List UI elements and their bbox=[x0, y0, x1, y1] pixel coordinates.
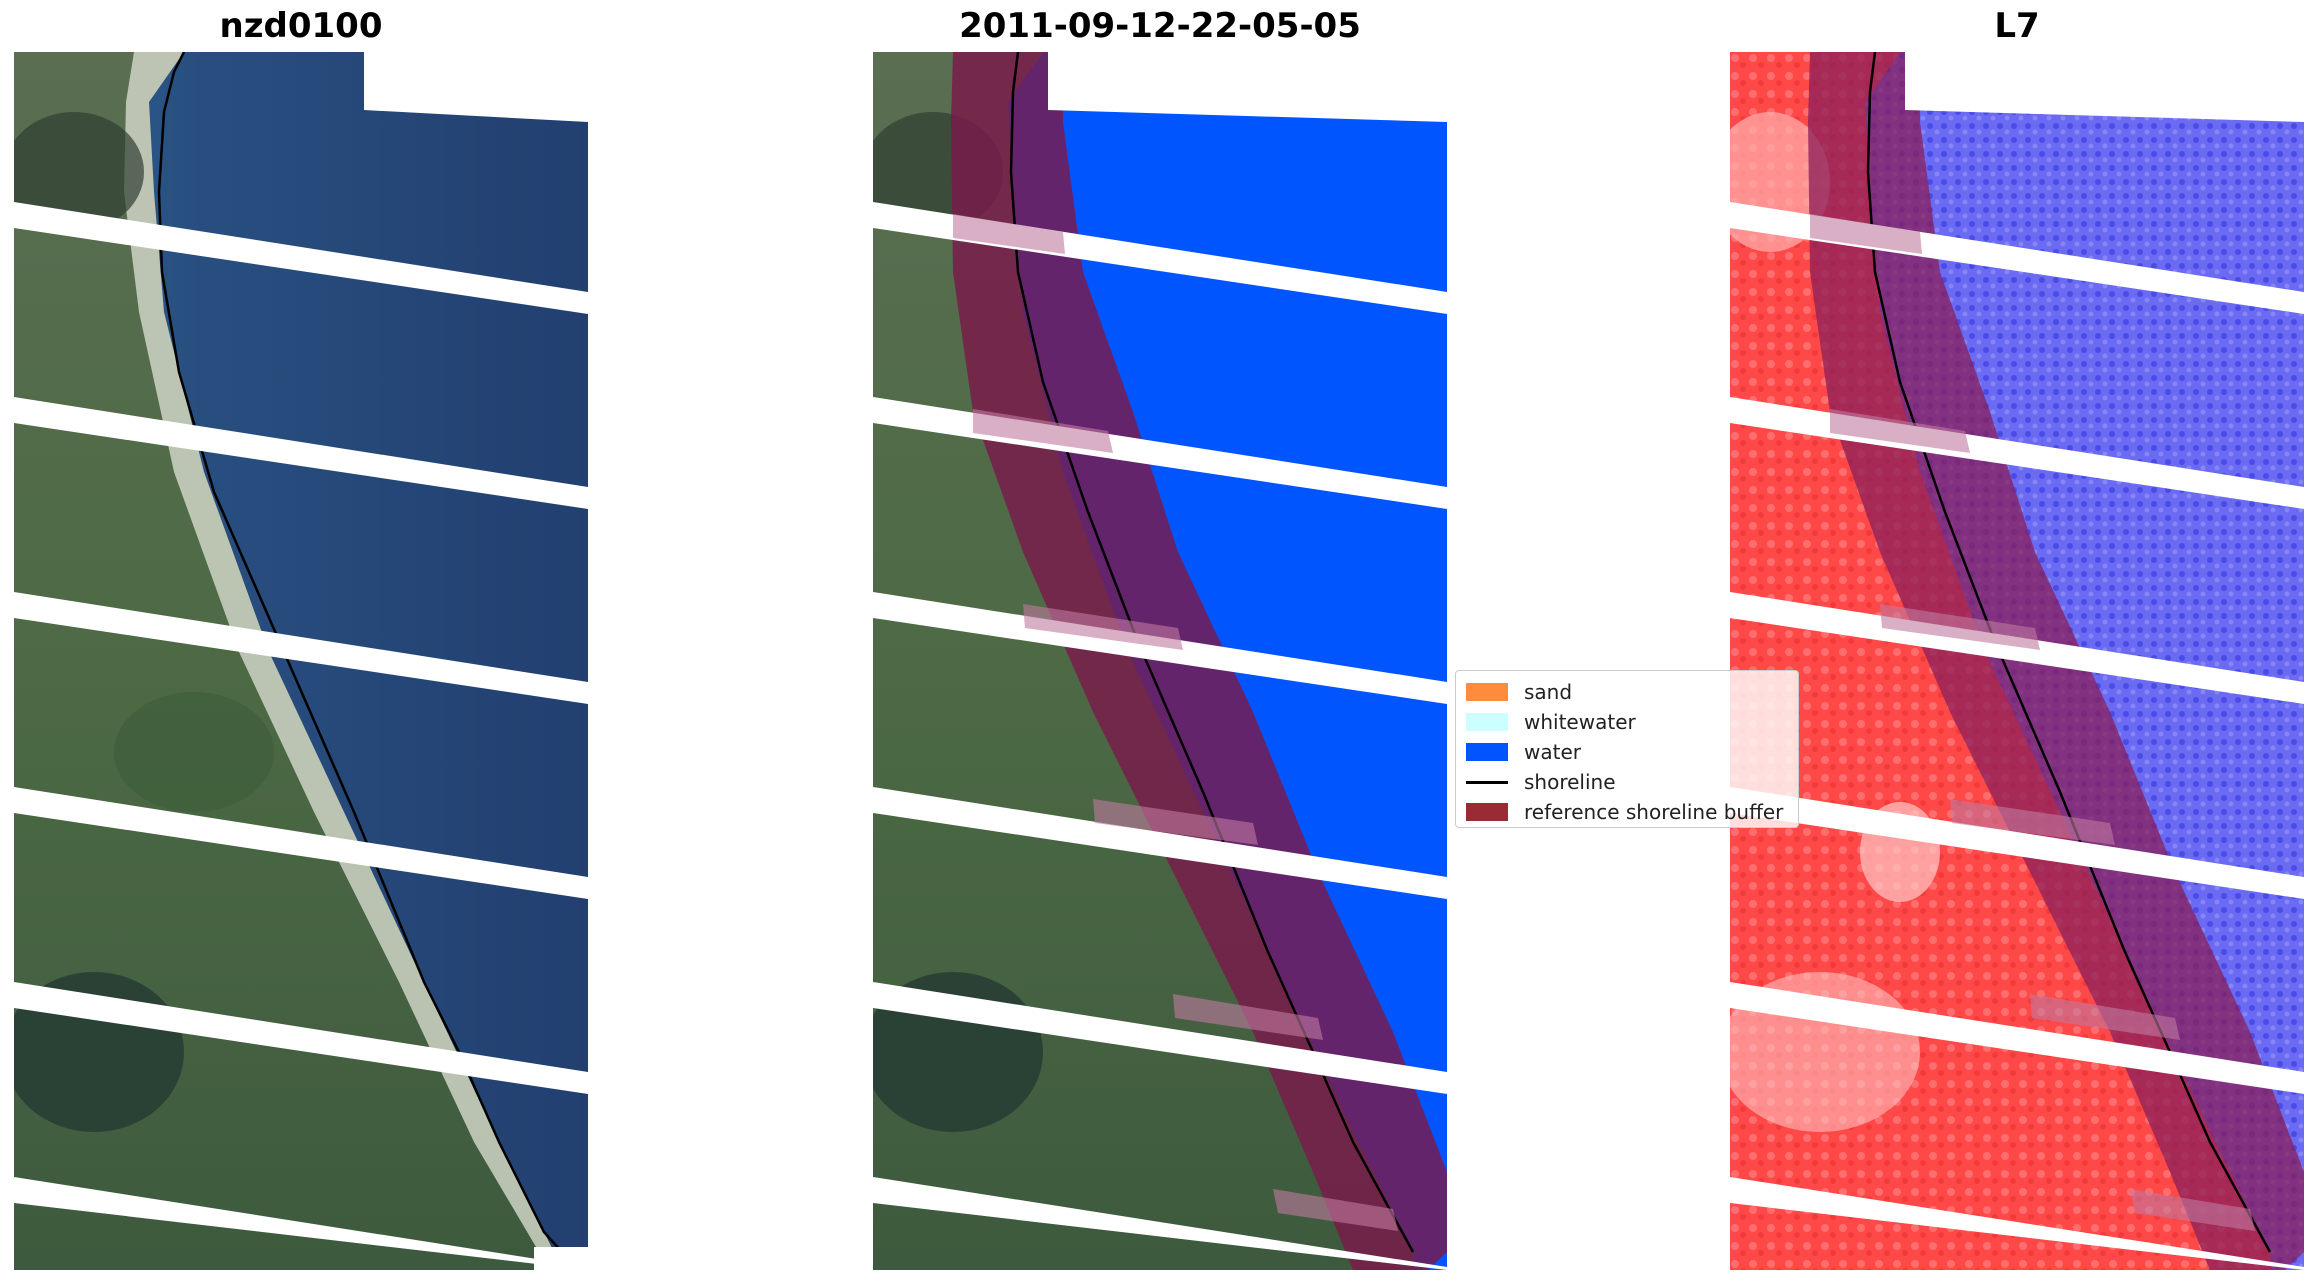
legend: sand whitewater water shoreline referenc… bbox=[1455, 670, 1799, 828]
legend-swatch-buffer bbox=[1466, 803, 1508, 821]
legend-label: reference shoreline buffer bbox=[1524, 800, 1784, 824]
legend-item-whitewater: whitewater bbox=[1466, 707, 1788, 737]
legend-swatch-sand bbox=[1466, 683, 1508, 701]
legend-swatch-water bbox=[1466, 743, 1508, 761]
legend-line-shoreline bbox=[1466, 780, 1508, 784]
classified-image-panel bbox=[873, 52, 1447, 1270]
legend-label: whitewater bbox=[1524, 710, 1636, 734]
legend-item-buffer: reference shoreline buffer bbox=[1466, 797, 1788, 827]
legend-label: sand bbox=[1524, 680, 1573, 704]
legend-label: water bbox=[1524, 740, 1581, 764]
buffer-over-gaps bbox=[953, 214, 1398, 1231]
classified-image bbox=[873, 52, 1447, 1270]
index-image bbox=[1730, 52, 2304, 1270]
shoreline-line bbox=[157, 52, 563, 1253]
legend-swatch-whitewater bbox=[1466, 713, 1508, 731]
scanline-gaps bbox=[14, 52, 588, 1270]
rgb-image-panel bbox=[14, 52, 588, 1270]
title-rgb: nzd0100 bbox=[219, 6, 383, 46]
legend-item-shoreline: shoreline bbox=[1466, 767, 1788, 797]
legend-item-water: water bbox=[1466, 737, 1788, 767]
buffer-over-gaps bbox=[1810, 214, 2255, 1231]
title-classified: 2011-09-12-22-05-05 bbox=[959, 6, 1361, 46]
legend-item-sand: sand bbox=[1466, 677, 1788, 707]
title-index: L7 bbox=[1994, 6, 2040, 46]
legend-label: shoreline bbox=[1524, 770, 1616, 794]
index-image-panel bbox=[1730, 52, 2304, 1270]
rgb-image bbox=[14, 52, 588, 1270]
